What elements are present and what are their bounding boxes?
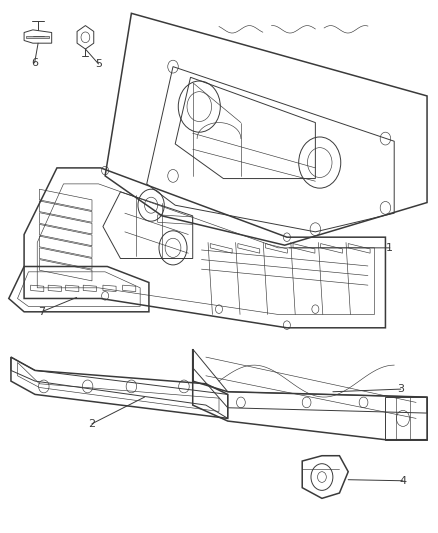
Text: 7: 7 [38, 307, 45, 317]
Polygon shape [26, 36, 49, 38]
Text: 4: 4 [399, 476, 406, 486]
Text: 6: 6 [31, 58, 38, 68]
Text: 2: 2 [88, 419, 95, 429]
Text: 3: 3 [397, 384, 404, 394]
Text: 1: 1 [386, 243, 393, 253]
Text: 5: 5 [95, 59, 102, 69]
